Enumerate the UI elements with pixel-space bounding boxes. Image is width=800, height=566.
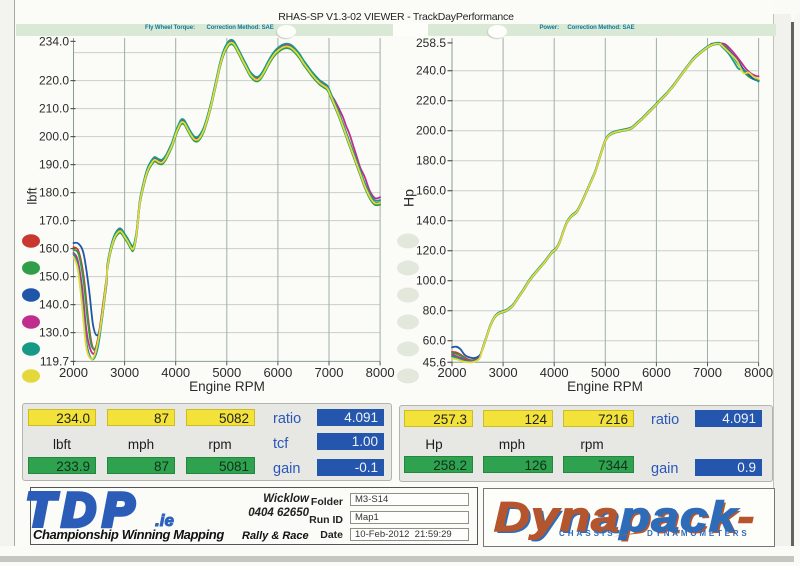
svg-text:120.0: 120.0	[416, 244, 446, 258]
svg-text:6000: 6000	[263, 365, 292, 380]
svg-text:180.0: 180.0	[39, 186, 69, 200]
svg-text:6000: 6000	[642, 365, 671, 380]
svg-text:3000: 3000	[489, 365, 518, 380]
svg-text:60.0: 60.0	[423, 334, 447, 348]
svg-text:2000: 2000	[59, 365, 88, 380]
svg-text:200.0: 200.0	[39, 130, 69, 144]
svg-text:Engine RPM: Engine RPM	[567, 379, 643, 394]
svg-text:258.5: 258.5	[416, 36, 446, 50]
svg-text:220.0: 220.0	[416, 94, 446, 108]
svg-text:8000: 8000	[366, 365, 395, 380]
svg-text:119.7: 119.7	[40, 354, 69, 368]
svg-text:Engine RPM: Engine RPM	[189, 379, 265, 394]
svg-text:100.0: 100.0	[416, 274, 446, 288]
svg-text:3000: 3000	[110, 365, 139, 380]
svg-text:190.0: 190.0	[39, 158, 69, 172]
svg-text:45.6: 45.6	[423, 355, 447, 369]
svg-text:150.0: 150.0	[39, 270, 69, 284]
svg-text:220.0: 220.0	[39, 74, 69, 88]
svg-text:8000: 8000	[744, 365, 773, 380]
svg-text:5000: 5000	[591, 365, 620, 380]
svg-text:4000: 4000	[161, 365, 190, 380]
svg-text:180.0: 180.0	[416, 154, 446, 168]
svg-text:5000: 5000	[212, 365, 241, 380]
svg-text:240.0: 240.0	[416, 64, 446, 78]
svg-text:140.0: 140.0	[416, 214, 446, 228]
svg-text:130.0: 130.0	[39, 326, 69, 340]
svg-text:210.0: 210.0	[39, 102, 69, 116]
svg-text:170.0: 170.0	[39, 214, 69, 228]
svg-text:200.0: 200.0	[416, 124, 446, 138]
svg-text:lbft: lbft	[25, 187, 40, 205]
svg-text:140.0: 140.0	[39, 298, 69, 312]
svg-text:234.0: 234.0	[39, 34, 69, 48]
svg-text:4000: 4000	[540, 365, 569, 380]
svg-text:7000: 7000	[315, 365, 344, 380]
svg-text:7000: 7000	[693, 365, 722, 380]
svg-text:2000: 2000	[438, 365, 467, 380]
svg-text:160.0: 160.0	[39, 242, 69, 256]
svg-text:80.0: 80.0	[423, 304, 447, 318]
svg-text:Hp: Hp	[401, 189, 417, 207]
svg-text:160.0: 160.0	[416, 184, 446, 198]
